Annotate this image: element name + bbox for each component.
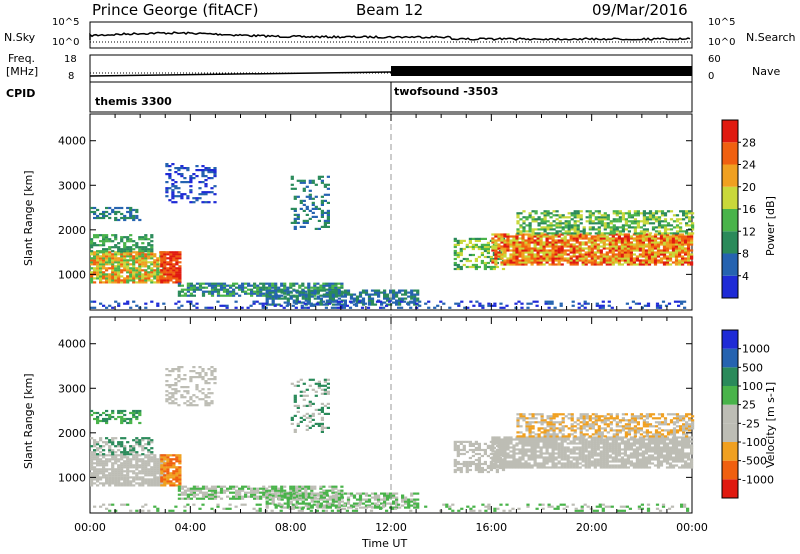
power-ylabel: Slant Range [km] xyxy=(22,170,35,266)
nsky-tick-bottom: 10^0 xyxy=(52,37,80,48)
xtick-label: 16:00 xyxy=(475,521,507,534)
nsky-trace xyxy=(89,31,692,43)
velocity-colorbar-label: Velocity [m s-1] xyxy=(764,381,777,468)
colorbar-swatch xyxy=(722,142,738,165)
ytick-label: 4000 xyxy=(58,135,86,148)
colorbar-tick: -25 xyxy=(742,417,760,430)
xtick-label: 00:00 xyxy=(676,521,708,534)
date-title: 09/Mar/2016 xyxy=(592,1,688,19)
colorbars: 4 8 12 16 20 24 28 1000 500 100 25 -25 -100 -500 -1000 xyxy=(721,119,774,499)
colorbar-swatch xyxy=(722,423,738,442)
freq-trace xyxy=(89,66,692,77)
freq-tick-bottom: 8 xyxy=(68,71,75,82)
velocity-ylabel: Slant Range [km] xyxy=(22,373,35,469)
colorbar-swatch xyxy=(722,275,738,298)
colorbar-swatch xyxy=(722,120,738,143)
freq-label: Freq. xyxy=(8,52,36,65)
colorbar-swatch xyxy=(722,442,738,461)
cpid-mode-2: twofsound -3503 xyxy=(394,85,499,98)
colorbar-tick: -100 xyxy=(742,436,767,449)
nsky-line xyxy=(89,31,691,41)
freq-line xyxy=(89,71,392,77)
nsky-tick-top: 10^5 xyxy=(52,17,80,28)
xtick-label: 12:00 xyxy=(375,521,407,534)
colorbar-tick: -1000 xyxy=(742,473,774,486)
nave-tick-top: 60 xyxy=(708,54,721,65)
colorbar-swatch xyxy=(722,386,738,405)
beam-title: Beam 12 xyxy=(356,1,424,19)
axes: 1000 2000 3000 4000 1000 2000 3000 4000 00:00 04:… xyxy=(58,114,708,534)
x-axis-label: Time UT xyxy=(362,537,408,550)
colorbar-swatch xyxy=(722,209,738,232)
ytick-label: 3000 xyxy=(58,382,86,395)
colorbar-swatch xyxy=(722,231,738,254)
xtick-label: 08:00 xyxy=(275,521,307,534)
colorbar-tick: 1000 xyxy=(742,343,770,356)
colorbar-tick: 24 xyxy=(742,159,756,172)
freq-tick-top: 18 xyxy=(64,54,77,65)
ytick-label: 2000 xyxy=(58,427,86,440)
colorbar-tick: 4 xyxy=(742,270,749,283)
xtick-label: 00:00 xyxy=(74,521,106,534)
colorbar-tick: 25 xyxy=(742,399,756,412)
nsearch-label: N.Search xyxy=(746,31,796,44)
ytick-label: 1000 xyxy=(58,268,86,281)
colorbar-tick: -500 xyxy=(742,455,767,468)
nave-label: Nave xyxy=(752,65,781,78)
nsearch-tick-top: 10^5 xyxy=(708,17,736,28)
colorbar-swatch xyxy=(722,348,738,368)
ytick-label: 2000 xyxy=(58,224,86,237)
colorbar-swatch xyxy=(722,164,738,187)
colorbar-tick: 500 xyxy=(742,361,763,374)
colorbar-tick: 8 xyxy=(742,248,749,261)
colorbar-swatch xyxy=(722,404,738,424)
power-colorbar-label: Power [dB] xyxy=(764,196,777,256)
ytick-label: 1000 xyxy=(58,471,86,484)
nsky-label: N.Sky xyxy=(4,31,36,44)
nave-tick-bottom: 0 xyxy=(708,71,715,82)
xtick-label: 04:00 xyxy=(174,521,206,534)
colorbar-tick: 12 xyxy=(742,225,756,238)
freq-dense-block xyxy=(391,66,692,76)
power-data xyxy=(90,163,695,309)
colorbar-swatch xyxy=(722,330,738,349)
colorbar-swatch xyxy=(722,479,738,498)
colorbar-swatch xyxy=(722,367,738,386)
ytick-label: 4000 xyxy=(58,338,86,351)
colorbar-tick: 28 xyxy=(742,136,756,149)
nsearch-tick-bottom: 10^0 xyxy=(708,37,736,48)
colorbar-tick: 20 xyxy=(742,181,756,194)
xtick-label: 20:00 xyxy=(576,521,608,534)
ytick-label: 3000 xyxy=(58,179,86,192)
colorbar-tick: 16 xyxy=(742,203,756,216)
velocity-data xyxy=(90,366,695,512)
colorbar-swatch xyxy=(722,186,738,209)
freq-unit-label: [MHz] xyxy=(6,65,39,78)
colorbar-swatch xyxy=(722,253,738,276)
cpid-mode-1: themis 3300 xyxy=(95,95,172,108)
colorbar-swatch xyxy=(722,460,738,480)
nsky-strip-frame xyxy=(89,21,693,49)
station-title: Prince George (fitACF) xyxy=(92,1,259,19)
cpid-label: CPID xyxy=(6,87,36,100)
colorbar-tick: 100 xyxy=(742,380,763,393)
